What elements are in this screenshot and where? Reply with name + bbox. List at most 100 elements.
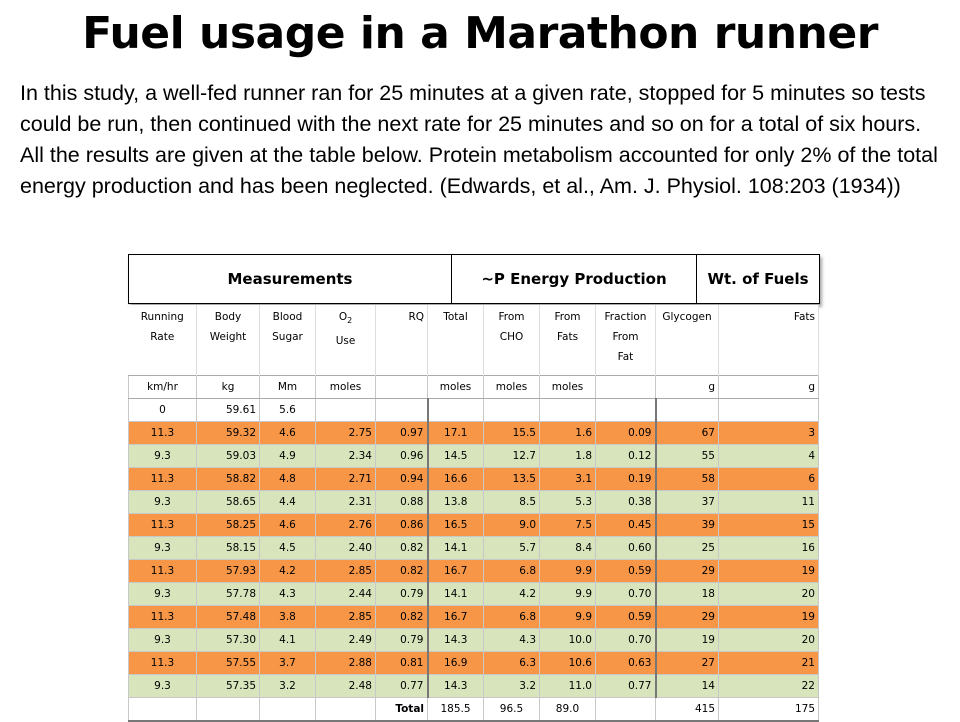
table-cell: 0.38	[595, 490, 656, 514]
table-cell	[375, 398, 428, 422]
table-row: 9.3 59.03 4.9 2.34 0.96 14.5 12.7 1.8 0.12 55 4	[128, 444, 819, 468]
table-cell: 2.48	[315, 674, 376, 698]
table-cell: 3.1	[539, 467, 596, 491]
table-cell: 3.8	[259, 605, 316, 629]
table-cell: 4.6	[259, 513, 316, 537]
table-cell: 0.59	[595, 559, 656, 583]
unit-cell: moles	[539, 375, 596, 399]
fuel-data-table: Running Rate Body Weight Blood Sugar O2 Use …	[128, 305, 819, 722]
table-cell: 9.9	[539, 605, 596, 629]
total-glycogen: 415	[655, 697, 719, 722]
table-cell: 0.19	[595, 467, 656, 491]
table-cell: 22	[718, 674, 819, 698]
table-cell: 2.85	[315, 559, 376, 583]
table-cell: 39	[654, 513, 719, 537]
table-cell: 16.6	[426, 467, 484, 491]
total-energy: 185.5	[427, 697, 484, 722]
table-row: 11.3 58.82 4.8 2.71 0.94 16.6 13.5 3.1 0.19 58 6	[128, 467, 819, 491]
table-cell: 14.3	[426, 628, 484, 652]
table-cell	[654, 398, 719, 422]
total-empty	[259, 697, 316, 722]
table-cell: 5.7	[483, 536, 540, 560]
table-cell: 0.86	[375, 513, 428, 537]
table-cell: 21	[718, 651, 819, 675]
table-cell: 5.3	[539, 490, 596, 514]
unit-cell: moles	[427, 375, 484, 399]
table-cell: 11.3	[128, 467, 197, 491]
table-cell: 0.97	[375, 421, 428, 445]
table-cell: 9.3	[128, 582, 197, 606]
table-cell: 3	[718, 421, 819, 445]
total-fats-weight: 175	[718, 697, 819, 722]
table-cell: 27	[654, 651, 719, 675]
col-from-fats: From Fats	[539, 305, 596, 376]
table-cell: 4.9	[259, 444, 316, 468]
group-energy-production: ~P Energy Production	[452, 255, 697, 303]
table-cell: 14.3	[426, 674, 484, 698]
table-cell: 2.71	[315, 467, 376, 491]
intro-paragraph: In this study, a well-fed runner ran for…	[20, 81, 938, 198]
table-cell: 17.1	[426, 421, 484, 445]
table-cell: 0.94	[375, 467, 428, 491]
data-body: 0 59.61 5.6 11.3 59.32 4.6 2.75 0.97 17.1 15.5 1.6…	[128, 398, 819, 698]
table-cell	[483, 398, 540, 422]
total-empty	[595, 697, 656, 722]
table-cell: 67	[654, 421, 719, 445]
unit-row: km/hr kg Mm moles moles moles moles g g	[128, 375, 819, 399]
table-row: 9.3 57.35 3.2 2.48 0.77 14.3 3.2 11.0 0.77 14 22	[128, 674, 819, 698]
table-cell: 16	[718, 536, 819, 560]
table-cell: 4.8	[259, 467, 316, 491]
table-cell: 55	[654, 444, 719, 468]
table-cell: 57.78	[196, 582, 260, 606]
table-cell: 18	[654, 582, 719, 606]
table-row: 9.3 57.30 4.1 2.49 0.79 14.3 4.3 10.0 0.70 19 20	[128, 628, 819, 652]
column-header-row: Running Rate Body Weight Blood Sugar O2 Use …	[128, 305, 819, 376]
table-cell: 11.3	[128, 605, 197, 629]
table-cell: 59.61	[196, 398, 260, 422]
group-weight-of-fuels: Wt. of Fuels	[707, 270, 809, 288]
table-row: 0 59.61 5.6	[128, 398, 819, 422]
table-cell: 11.3	[128, 513, 197, 537]
page-title: Fuel usage in a Marathon runner	[82, 8, 878, 59]
table-row: 11.3 57.93 4.2 2.85 0.82 16.7 6.8 9.9 0.59 29 19	[128, 559, 819, 583]
table-cell: 0	[128, 398, 197, 422]
table-cell: 0.45	[595, 513, 656, 537]
table-cell: 11	[718, 490, 819, 514]
table-cell	[315, 398, 376, 422]
table-cell: 11.3	[128, 421, 197, 445]
table-cell: 14	[654, 674, 719, 698]
table-cell: 59.32	[196, 421, 260, 445]
table-cell: 9.9	[539, 582, 596, 606]
table-cell: 9.3	[128, 490, 197, 514]
table-cell: 0.82	[375, 536, 428, 560]
table-cell: 2.34	[315, 444, 376, 468]
table-row: 11.3 59.32 4.6 2.75 0.97 17.1 15.5 1.6 0.09 67 3	[128, 421, 819, 445]
table-cell: 4.3	[259, 582, 316, 606]
table-cell: 4.2	[483, 582, 540, 606]
table-cell: 4.4	[259, 490, 316, 514]
table-cell: 14.5	[426, 444, 484, 468]
table-cell: 2.76	[315, 513, 376, 537]
table-cell: 14.1	[426, 582, 484, 606]
table-cell: 11.0	[539, 674, 596, 698]
table-cell: 8.5	[483, 490, 540, 514]
table-cell: 2.31	[315, 490, 376, 514]
table-cell: 16.5	[426, 513, 484, 537]
table-cell: 20	[718, 582, 819, 606]
col-fats-weight: Fats	[718, 305, 819, 376]
col-o2-use: O2 Use	[315, 305, 376, 376]
table-cell: 29	[654, 559, 719, 583]
table-cell: 57.55	[196, 651, 260, 675]
unit-cell: kg	[196, 375, 260, 399]
unit-cell	[595, 375, 656, 399]
table-cell: 3.2	[483, 674, 540, 698]
table-cell: 0.63	[595, 651, 656, 675]
table-cell: 4.5	[259, 536, 316, 560]
col-glycogen: Glycogen	[655, 305, 719, 376]
table-cell: 57.93	[196, 559, 260, 583]
table-cell	[426, 398, 484, 422]
table-cell: 25	[654, 536, 719, 560]
table-cell: 9.3	[128, 674, 197, 698]
table-cell: 9.3	[128, 628, 197, 652]
table-cell: 5.6	[259, 398, 316, 422]
